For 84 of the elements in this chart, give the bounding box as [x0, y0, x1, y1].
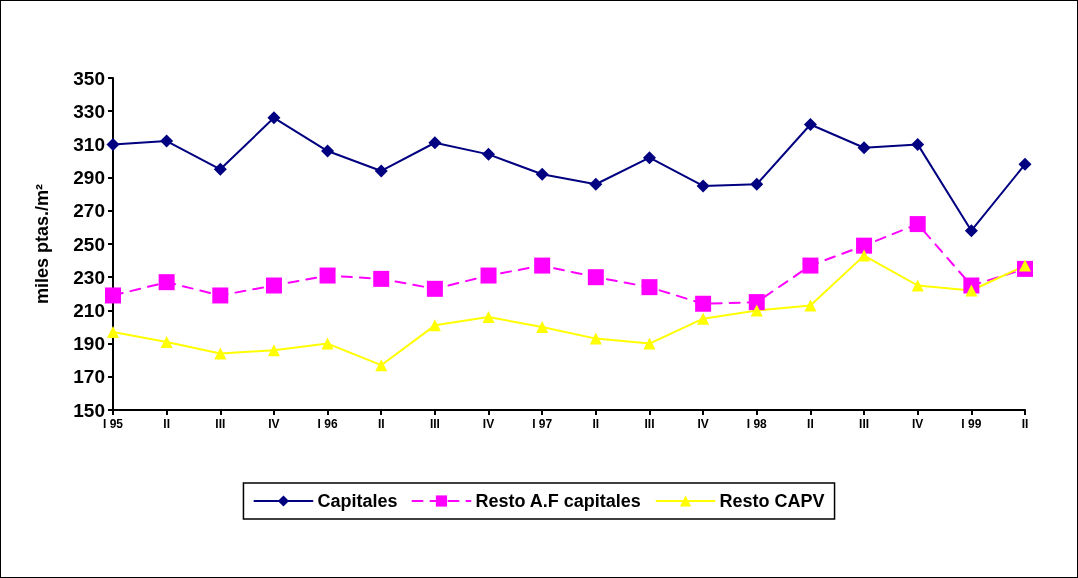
- point: [321, 337, 334, 350]
- y-tick-label: 270: [73, 200, 105, 222]
- x-tick-label: II: [592, 417, 600, 431]
- point: [213, 162, 227, 176]
- point: [374, 164, 388, 178]
- point: [695, 295, 712, 312]
- point: [964, 224, 978, 238]
- y-tick-label: 350: [73, 67, 105, 89]
- x-tick-label: II: [1021, 417, 1029, 431]
- x-tick-label: IV: [912, 417, 924, 431]
- x-tick-label: III: [644, 417, 655, 431]
- point: [267, 344, 280, 357]
- point: [857, 141, 871, 155]
- point: [375, 359, 388, 372]
- point: [858, 249, 871, 262]
- y-axis-title: miles ptas./m²: [32, 183, 52, 305]
- point: [267, 111, 281, 125]
- point: [536, 321, 549, 333]
- x-tick-label: I 98: [746, 417, 768, 431]
- x-tick-label: III: [429, 417, 440, 431]
- point: [428, 319, 441, 332]
- x-tick-label: I 95: [102, 417, 124, 431]
- point: [748, 294, 765, 311]
- y-tick-label: 310: [73, 133, 105, 155]
- y-tick-label: 250: [73, 233, 105, 255]
- y-tick-label: 170: [73, 366, 105, 388]
- point: [589, 332, 602, 345]
- point: [373, 270, 390, 287]
- y-tick-label: 210: [73, 299, 105, 321]
- point: [587, 269, 604, 286]
- point: [856, 237, 873, 254]
- point: [696, 179, 710, 193]
- point: [482, 311, 495, 324]
- point: [534, 257, 551, 274]
- point: [428, 136, 442, 150]
- x-tick-label: IV: [482, 417, 495, 431]
- legend-label: Capitales: [317, 491, 398, 511]
- point: [160, 335, 173, 348]
- point: [911, 137, 925, 151]
- x-tick-label: II: [163, 417, 170, 431]
- y-tick-label: 190: [73, 333, 105, 355]
- x-tick-label: I 99: [961, 417, 982, 431]
- point: [214, 347, 227, 360]
- x-tick-label: II: [377, 417, 385, 431]
- point: [106, 137, 120, 151]
- point: [319, 267, 336, 284]
- x-tick-label: III: [859, 417, 870, 431]
- point: [480, 267, 497, 284]
- legend-label: Resto CAPV: [719, 491, 825, 511]
- point: [697, 312, 710, 325]
- point: [965, 284, 978, 297]
- point: [911, 279, 924, 292]
- point: [265, 277, 282, 294]
- point: [158, 274, 175, 291]
- x-tick-label: I 97: [532, 417, 553, 431]
- y-tick-label: 230: [73, 266, 105, 288]
- point: [1018, 157, 1032, 171]
- point: [643, 337, 656, 350]
- x-tick-label: III: [215, 417, 226, 431]
- point: [482, 147, 496, 161]
- x-tick-label: IV: [697, 417, 709, 431]
- point: [105, 287, 121, 304]
- point: [426, 280, 443, 297]
- point: [642, 151, 656, 165]
- point: [589, 177, 603, 191]
- x-tick-label: IV: [268, 417, 280, 431]
- point: [803, 117, 817, 131]
- point: [1019, 259, 1031, 272]
- legend-label: Resto A.F capitales: [475, 491, 641, 511]
- point: [212, 287, 229, 304]
- point: [107, 325, 119, 338]
- x-tick-label: I 96: [317, 417, 338, 431]
- point: [160, 134, 174, 148]
- x-tick-label: II: [807, 417, 814, 431]
- point: [750, 304, 763, 317]
- y-tick-label: 290: [73, 167, 105, 189]
- point: [750, 177, 764, 191]
- point: [804, 299, 817, 312]
- point: [802, 257, 819, 274]
- y-tick-label: 330: [73, 100, 105, 122]
- point: [641, 279, 658, 296]
- point: [321, 144, 335, 158]
- point: [535, 167, 549, 181]
- point: [909, 216, 926, 233]
